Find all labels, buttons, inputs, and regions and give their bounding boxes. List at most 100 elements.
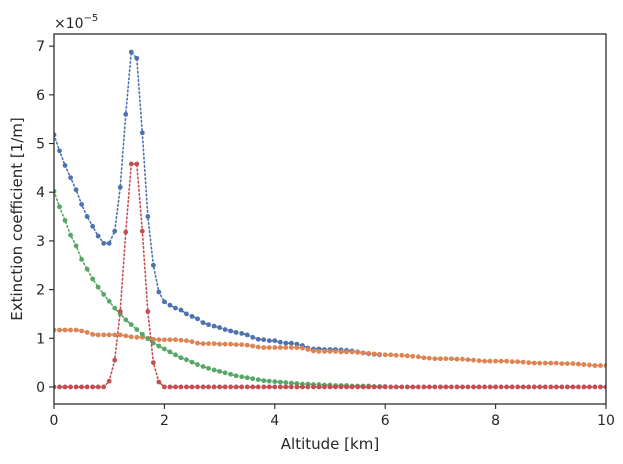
data-point [162,346,167,352]
data-point [233,384,239,390]
data-point [576,361,581,367]
data-point [84,214,90,219]
data-point [217,368,223,374]
data-point [112,228,118,234]
data-point [404,353,410,359]
data-point [211,384,217,390]
series-3 [54,188,388,389]
data-point [548,360,554,366]
y-tick-label: 1 [36,331,45,347]
data-point [217,341,223,347]
data-point [106,378,112,384]
data-point [266,345,272,350]
data-point [222,370,228,376]
data-point [195,316,200,322]
data-point [95,233,101,239]
data-point [84,384,90,390]
data-point [360,384,366,390]
data-point [311,384,316,390]
data-point [592,384,598,390]
data-point [482,358,487,364]
data-point [200,384,206,390]
data-point [388,352,394,358]
data-point [167,337,173,343]
data-point [288,380,294,386]
data-point [101,240,107,246]
data-point [305,384,311,390]
series-2 [54,327,606,368]
data-point [106,298,112,304]
data-point [156,379,162,385]
data-point [504,358,510,364]
data-point [272,384,278,390]
data-point [570,384,576,390]
data-point [112,332,118,338]
data-point [244,332,250,338]
x-tick-label: 4 [270,413,279,429]
data-point [178,307,184,313]
data-point [393,352,399,358]
series-layer [54,49,606,390]
data-point [294,384,300,390]
data-point [338,384,344,390]
data-point [493,358,498,364]
y-tick-label: 3 [36,234,45,250]
data-point [487,358,493,364]
data-point [283,345,289,350]
data-point [553,360,559,366]
data-point [570,361,576,366]
data-point [415,354,421,360]
y-tick-label: 0 [36,380,45,396]
data-point [454,356,460,362]
data-point [84,266,90,272]
data-point [117,332,123,338]
data-point [167,349,173,355]
data-point [399,384,405,390]
data-point [228,341,234,347]
data-point [57,384,62,390]
data-point [250,384,256,390]
data-point [239,331,245,336]
data-point [300,345,305,351]
data-point [537,384,543,390]
series-line [54,50,381,356]
data-point [211,341,217,347]
data-point [542,360,548,366]
data-point [449,384,454,390]
data-point [57,327,62,333]
data-point [57,204,62,210]
data-point [377,351,383,357]
data-point [460,356,465,362]
series-line [54,190,387,388]
data-point [211,323,217,329]
data-point [277,379,283,385]
data-point [338,349,344,355]
data-point [178,384,184,390]
data-point [173,305,178,311]
data-point [233,373,239,379]
data-point [333,384,338,390]
data-point [515,359,521,365]
data-point [200,364,206,369]
data-point [239,342,245,348]
data-point [79,384,84,390]
data-point [162,299,167,305]
data-point [520,359,526,365]
data-point [244,375,250,381]
data-point [95,384,101,390]
data-point [255,377,261,383]
data-point [211,367,217,373]
data-point [62,218,68,223]
y-tick-label: 5 [36,137,45,153]
data-point [178,337,184,343]
data-point [233,330,239,335]
data-point [266,378,272,384]
data-point [73,327,79,333]
data-point [101,332,107,338]
data-point [277,384,283,390]
data-point [156,337,162,343]
data-point [128,161,134,167]
data-point [388,384,394,390]
data-point [217,384,223,390]
data-point [576,384,581,390]
